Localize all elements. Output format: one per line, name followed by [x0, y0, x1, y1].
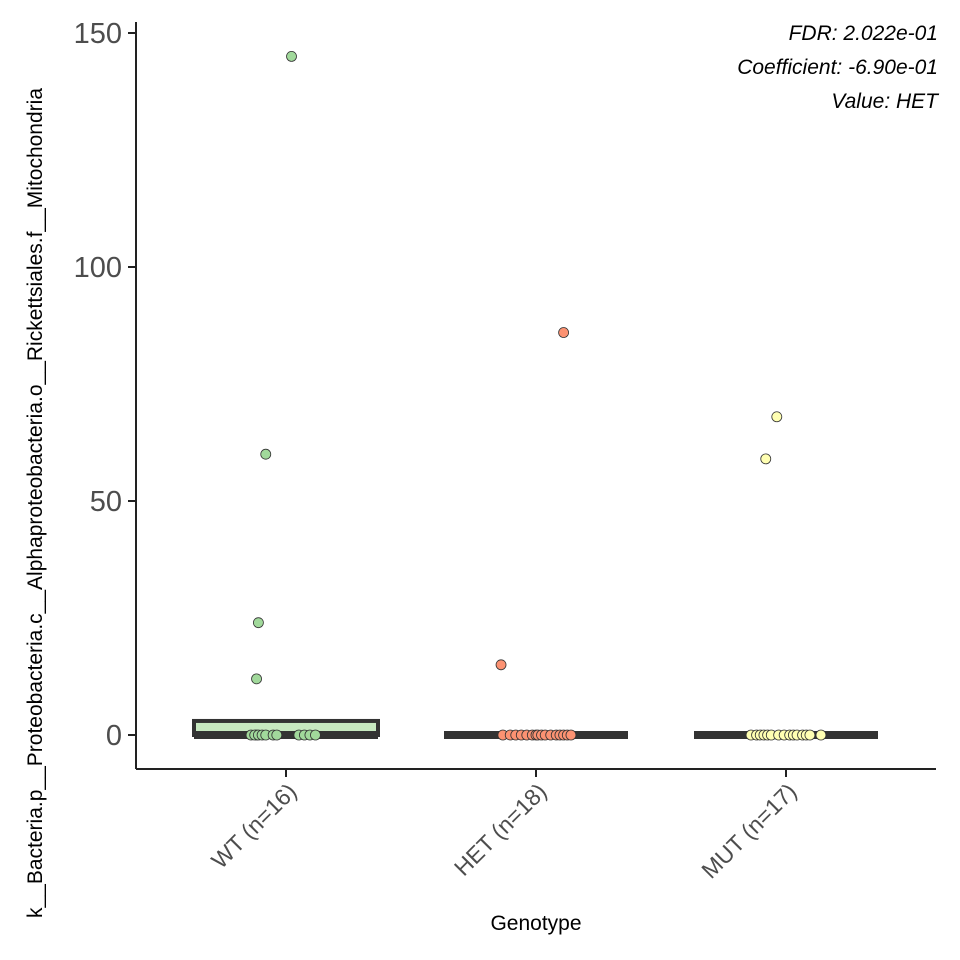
- annotation-fdr: FDR: 2.022e-01: [789, 22, 938, 45]
- x-tick-label: WT (n=16): [206, 778, 301, 873]
- axes-layer: 0 50 100 150 WT (n=16) HET (n=18) MUT (n=17): [74, 18, 936, 883]
- data-point: [558, 327, 569, 338]
- y-tick-label: 0: [106, 720, 122, 752]
- annotations: FDR: 2.022e-01 Coefficient: -6.90e-01 Va…: [737, 22, 940, 113]
- annotation-coefficient: Coefficient: -6.90e-01: [737, 56, 938, 79]
- data-point: [804, 729, 816, 741]
- data-point: [815, 729, 827, 741]
- y-axis-title: k__Bacteria.p__Proteobacteria.c__Alphapr…: [24, 88, 47, 918]
- data-point: [260, 448, 272, 460]
- data-point: [271, 729, 283, 741]
- points-layer: [245, 51, 827, 741]
- data-point: [771, 411, 783, 423]
- x-tick-label: MUT (n=17): [696, 778, 801, 883]
- data-point: [286, 51, 297, 62]
- x-axis-title: Genotype: [490, 912, 581, 935]
- y-tick-label: 100: [74, 252, 122, 284]
- y-tick-label: 50: [90, 486, 122, 518]
- data-point: [251, 673, 262, 685]
- x-tick-label: HET (n=18): [449, 778, 552, 881]
- data-point: [310, 729, 321, 741]
- data-point: [495, 659, 507, 671]
- y-tick-label: 150: [74, 18, 122, 50]
- data-point: [565, 729, 577, 741]
- data-point: [252, 617, 264, 629]
- data-point: [760, 453, 772, 465]
- annotation-value: Value: HET: [831, 90, 940, 113]
